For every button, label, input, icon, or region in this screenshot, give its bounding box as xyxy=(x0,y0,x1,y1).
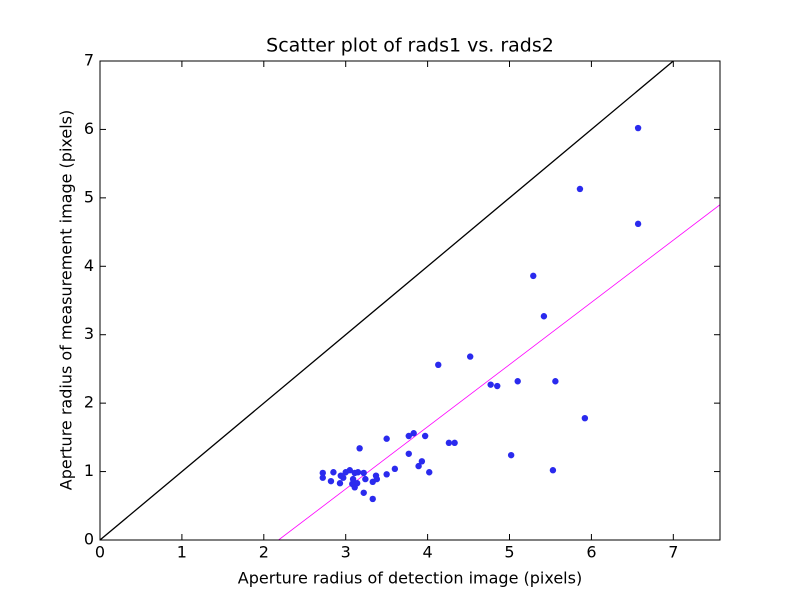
y-tick-label: 3 xyxy=(84,324,94,343)
x-tick-label: 4 xyxy=(423,543,433,562)
scatter-point xyxy=(360,469,367,477)
y-tick-label: 7 xyxy=(84,51,94,70)
scatter-point xyxy=(530,272,537,280)
scatter-point xyxy=(319,469,326,477)
x-tick-label: 0 xyxy=(95,543,105,562)
scatter-point xyxy=(540,313,548,320)
scatter-point xyxy=(346,467,354,474)
scatter-point xyxy=(581,414,589,422)
y-tick-label: 5 xyxy=(84,187,94,206)
scatter-point xyxy=(383,435,390,442)
scatter-point xyxy=(514,378,521,385)
scatter-point xyxy=(354,469,362,476)
reference-line xyxy=(278,204,720,540)
plot-area xyxy=(100,61,720,540)
scatter-point xyxy=(466,353,474,360)
x-tick-label: 6 xyxy=(586,543,596,562)
scatter-point xyxy=(634,124,642,132)
scatter-point xyxy=(372,472,380,479)
scatter-point xyxy=(435,361,442,369)
x-tick-label: 1 xyxy=(177,543,187,562)
scatter-point xyxy=(360,489,367,496)
scatter-point xyxy=(507,451,515,459)
scatter-point xyxy=(383,471,390,478)
scatter-point xyxy=(362,475,369,483)
scatter-point xyxy=(405,432,412,440)
scatter-point xyxy=(369,495,376,503)
chart-title: Scatter plot of rads1 vs. rads2 xyxy=(266,35,554,57)
scatter-point xyxy=(634,220,642,228)
x-tick-label: 2 xyxy=(259,543,269,562)
y-tick-label: 1 xyxy=(84,461,94,480)
x-tick-label: 7 xyxy=(668,543,678,562)
scatter-point xyxy=(421,432,429,440)
y-tick-label: 6 xyxy=(84,119,94,138)
y-tick-label: 0 xyxy=(84,530,94,549)
scatter-point xyxy=(405,450,412,457)
axes-frame xyxy=(99,60,721,541)
scatter-point xyxy=(356,445,363,452)
x-tick-label: 3 xyxy=(341,543,351,562)
scatter-point xyxy=(391,465,399,473)
x-tick-label: 5 xyxy=(504,543,514,562)
scatter-point xyxy=(319,474,326,481)
scatter-point xyxy=(415,462,422,470)
scatter-point xyxy=(353,480,361,487)
y-tick-label: 2 xyxy=(84,393,94,412)
scatter-point xyxy=(576,185,584,193)
scatter-point xyxy=(426,469,433,476)
scatter-point xyxy=(445,439,453,447)
scatter-point xyxy=(451,439,458,447)
scatter-point xyxy=(487,381,494,388)
scatter-point xyxy=(327,477,335,485)
scatter-point xyxy=(552,378,559,385)
y-tick-label: 4 xyxy=(84,256,94,275)
scatter-point xyxy=(349,475,357,483)
scatter-point xyxy=(410,430,417,437)
x-axis-label: Aperture radius of detection image (pixe… xyxy=(238,569,582,588)
scatter-point xyxy=(337,472,344,479)
scatter-point xyxy=(549,467,557,474)
scatter-point xyxy=(330,469,337,476)
y-axis-label: Aperture radius of measurement image (pi… xyxy=(57,110,76,490)
scatter-point xyxy=(336,480,344,487)
scatter-point xyxy=(494,382,501,390)
scatter-point xyxy=(418,458,426,465)
reference-line xyxy=(100,61,674,540)
